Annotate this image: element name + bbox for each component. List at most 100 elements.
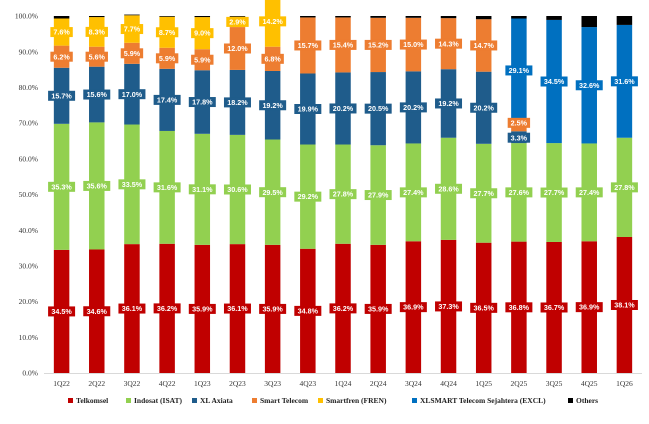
data-label-bg	[188, 303, 216, 314]
data-label: 5.6%	[89, 52, 106, 61]
data-label-bg	[85, 26, 108, 37]
x-tick-label: 3Q23	[264, 379, 281, 388]
data-label-bg	[294, 191, 322, 202]
x-tick-label: 4Q22	[159, 379, 176, 388]
data-label: 34.5%	[544, 77, 565, 86]
data-label: 36.1%	[122, 304, 143, 313]
data-label-bg	[153, 182, 181, 193]
data-label: 27.6%	[509, 188, 530, 197]
data-label-bg	[48, 181, 76, 192]
y-tick-label: 40.0%	[19, 226, 38, 235]
y-tick-label: 100.0%	[15, 12, 38, 21]
data-label-bg	[83, 180, 111, 191]
data-label-bg	[399, 39, 427, 50]
data-label: 34.5%	[51, 307, 72, 316]
data-label-bg	[226, 16, 249, 27]
data-label-bg	[540, 187, 568, 198]
bar-segment	[475, 16, 492, 20]
data-label: 27.9%	[368, 191, 389, 200]
data-label-bg	[399, 302, 427, 313]
legend-label: Smart Telecom	[260, 396, 309, 405]
data-label-bg	[85, 51, 108, 62]
y-tick-label: 10.0%	[19, 333, 38, 342]
data-label-bg	[470, 40, 498, 51]
data-label-bg	[610, 299, 638, 310]
data-label: 29.5%	[262, 188, 283, 197]
data-label: 36.9%	[403, 303, 424, 312]
data-label: 19.9%	[298, 105, 319, 114]
data-label-bg	[120, 48, 144, 59]
data-label-bg	[191, 28, 214, 39]
data-label: 37.3%	[438, 302, 459, 311]
data-label: 6.2%	[53, 52, 70, 61]
data-label: 7.6%	[53, 28, 70, 37]
data-label-bg	[435, 183, 463, 194]
data-label-bg	[259, 16, 287, 27]
data-label: 27.4%	[403, 188, 424, 197]
data-label: 36.9%	[579, 303, 600, 312]
legend-swatch	[568, 398, 573, 403]
x-tick-label: 1Q22	[53, 379, 70, 388]
data-label-bg	[83, 89, 111, 100]
data-label: 2.9%	[229, 17, 246, 26]
data-label-bg	[153, 94, 181, 105]
data-label-bg	[223, 184, 251, 195]
data-label: 17.8%	[192, 98, 213, 107]
x-axis: 1Q22 2Q22 3Q22 4Q22 1Q23 2Q23 3Q23 4Q23 1Q24 2Q24…	[44, 373, 642, 388]
x-tick-label: 2Q22	[88, 379, 105, 388]
legend: Telkomsel Indosat (ISAT) XL Axiata Smart Te…	[68, 396, 598, 405]
data-label-bg	[120, 24, 144, 35]
data-label-bg	[259, 303, 287, 314]
x-tick-label: 1Q25	[475, 379, 492, 388]
legend-label: XL Axiata	[200, 396, 233, 405]
data-label-bg	[223, 97, 251, 108]
data-label-bg	[48, 90, 76, 101]
data-label: 12.0%	[227, 44, 248, 53]
data-label: 31.6%	[157, 183, 178, 192]
data-label: 27.8%	[333, 190, 354, 199]
data-label-bg	[118, 179, 146, 190]
data-label-bg	[470, 188, 498, 199]
data-label-bg	[118, 89, 146, 100]
data-label: 15.2%	[368, 41, 389, 50]
data-label-bg	[575, 80, 603, 91]
bar-segment	[370, 16, 386, 18]
data-label: 9.0%	[194, 29, 211, 38]
data-label: 5.9%	[194, 55, 211, 64]
data-label-bg	[364, 190, 392, 201]
data-label: 31.1%	[192, 185, 213, 194]
data-label-bg	[540, 302, 568, 313]
data-label: 20.2%	[474, 103, 495, 112]
data-label-bg	[83, 306, 111, 317]
data-labels: 34.5% 35.3% 15.7% 6.2% 7.6% 34.6% 35.6% 15.6% 5.…	[48, 16, 638, 317]
x-tick-label: 3Q25	[546, 379, 563, 388]
bar-segment	[581, 16, 597, 28]
x-tick-label: 2Q25	[511, 379, 528, 388]
data-label: 15.7%	[51, 91, 72, 100]
legend-swatch	[412, 398, 417, 403]
legend-label: XLSMART Telecom Sejahtera (EXCL)	[420, 396, 546, 405]
data-label: 30.6%	[227, 185, 248, 194]
data-label-bg	[507, 132, 531, 143]
bar-segment	[53, 16, 70, 19]
data-label: 27.4%	[579, 188, 600, 197]
data-label: 28.6%	[438, 184, 459, 193]
data-label-bg	[399, 187, 427, 198]
y-tick-label: 60.0%	[19, 154, 38, 163]
data-label: 31.6%	[614, 77, 635, 86]
legend-swatch	[68, 398, 73, 403]
legend-label: Indosat (ISAT)	[134, 396, 183, 405]
data-label-bg	[294, 103, 322, 114]
data-label: 29.2%	[298, 192, 319, 201]
x-tick-label: 1Q23	[194, 379, 211, 388]
data-label: 27.8%	[614, 183, 635, 192]
data-label-bg	[399, 102, 427, 113]
data-label: 17.4%	[157, 95, 178, 104]
data-label: 20.5%	[368, 104, 389, 113]
y-tick-label: 70.0%	[19, 119, 38, 128]
legend-label: Others	[576, 396, 598, 405]
data-label: 15.6%	[87, 90, 108, 99]
data-label: 20.2%	[333, 104, 354, 113]
data-label-bg	[188, 97, 216, 108]
data-label: 34.6%	[87, 307, 108, 316]
